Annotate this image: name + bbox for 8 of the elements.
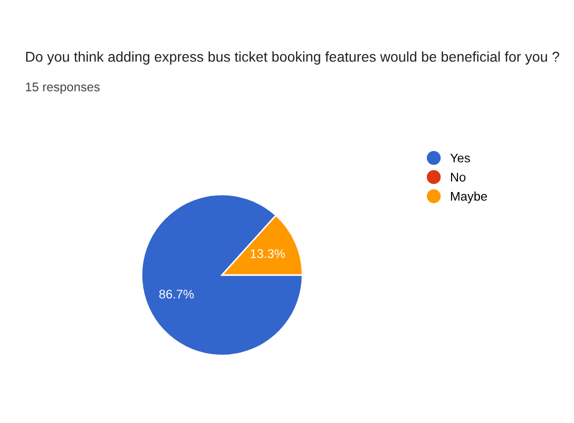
data-label: 86.7%: [159, 290, 194, 299]
legend-label: No: [451, 172, 466, 182]
data-label: 13.3%: [250, 249, 285, 258]
chart-subtitle: 15 responses: [26, 82, 100, 94]
chart-title: Do you think adding express bus ticket booking features would be beneficial for you ?: [26, 51, 560, 65]
legend-label: Yes: [450, 154, 470, 162]
legend-label: Maybe: [451, 192, 487, 204]
pie-slice: [140, 194, 304, 356]
